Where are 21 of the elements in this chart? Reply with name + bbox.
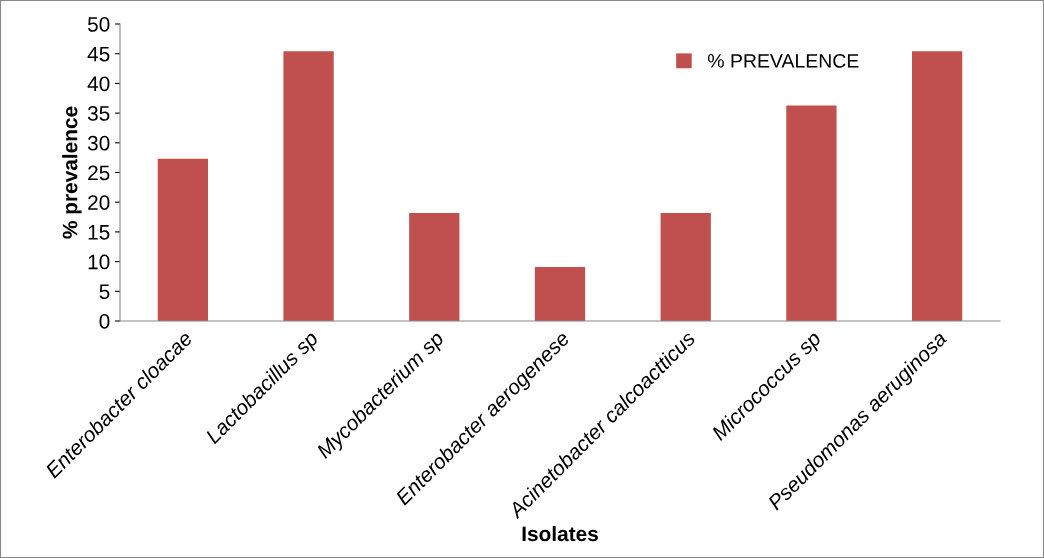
y-tick-label: 35 xyxy=(87,106,110,121)
x-axis-title: Isolates xyxy=(522,525,598,542)
bar xyxy=(786,105,837,321)
bar xyxy=(660,212,711,321)
bar xyxy=(157,158,208,321)
y-axis-title: % prevalence xyxy=(62,106,82,239)
y-tick-label: 15 xyxy=(88,225,110,240)
bar xyxy=(534,266,586,321)
y-tick-label: 40 xyxy=(87,76,110,92)
y-tick-label: 20 xyxy=(88,195,110,210)
bar xyxy=(912,51,963,321)
y-tick-label: 50 xyxy=(87,17,110,32)
y-tick-label: 5 xyxy=(99,284,110,300)
bar xyxy=(409,212,460,321)
legend-label: % PREVALENCE xyxy=(707,54,859,68)
y-tick-label: 0 xyxy=(99,314,110,329)
bar xyxy=(283,51,334,321)
y-tick-label: 30 xyxy=(87,135,110,151)
y-tick-label: 45 xyxy=(87,46,110,62)
y-tick-label: 25 xyxy=(88,165,110,181)
y-tick-label: 10 xyxy=(88,254,110,270)
